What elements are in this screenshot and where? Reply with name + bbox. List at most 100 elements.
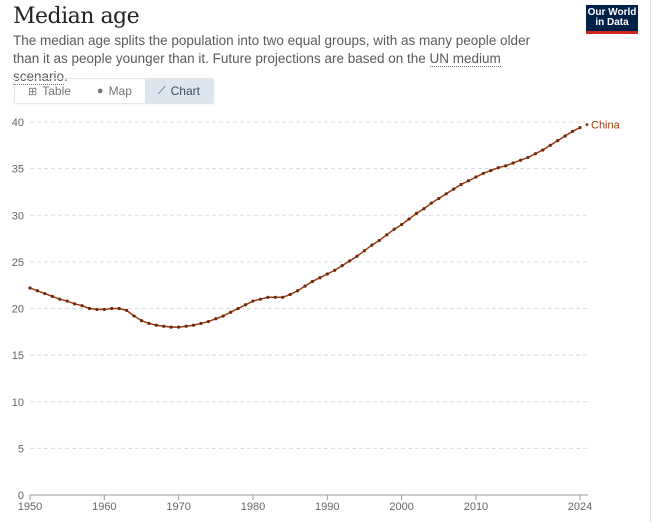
data-point xyxy=(541,148,545,152)
x-tick-label: 1950 xyxy=(18,501,42,513)
data-point xyxy=(556,139,560,143)
data-point xyxy=(429,201,433,205)
data-point xyxy=(325,272,329,276)
data-point xyxy=(437,196,441,201)
data-point xyxy=(474,175,478,179)
y-tick-label: 0 xyxy=(18,490,24,502)
data-point xyxy=(65,299,69,303)
data-point xyxy=(444,192,448,196)
tab-chart[interactable]: ⟋ Chart xyxy=(144,79,213,103)
data-point xyxy=(184,324,188,328)
data-point xyxy=(347,259,352,263)
tab-label: Chart xyxy=(170,84,200,98)
data-point xyxy=(273,295,277,299)
data-point xyxy=(80,304,84,308)
x-tick-label: 1990 xyxy=(315,501,339,513)
line-chart-icon: ⟋ xyxy=(157,84,166,97)
data-point xyxy=(422,207,426,211)
data-point xyxy=(548,143,552,147)
legend-marker xyxy=(585,123,589,127)
data-point xyxy=(385,233,389,237)
tab-label: Map xyxy=(108,84,132,98)
data-point xyxy=(504,164,508,168)
data-point xyxy=(318,276,322,280)
data-point xyxy=(162,324,166,328)
series-line-china xyxy=(29,126,581,328)
x-tick-label: 2010 xyxy=(464,501,488,513)
x-tick-label: 2000 xyxy=(389,501,413,513)
tab-table[interactable]: ⊞ Table xyxy=(15,79,84,103)
data-point xyxy=(496,166,500,170)
data-point xyxy=(154,323,158,327)
data-point xyxy=(392,227,396,231)
data-point xyxy=(466,179,471,183)
x-tick-label: 2024 xyxy=(568,501,592,513)
data-point xyxy=(191,323,196,327)
y-tick-label: 40 xyxy=(12,117,24,129)
data-point xyxy=(377,238,381,243)
data-point xyxy=(266,295,270,299)
y-tick-label: 10 xyxy=(12,397,24,409)
data-point xyxy=(139,319,144,323)
data-point xyxy=(578,125,582,130)
data-point xyxy=(125,308,129,312)
data-point xyxy=(58,297,62,301)
data-point xyxy=(511,161,515,165)
data-point xyxy=(229,310,233,314)
chart-subtitle: The median age splits the population int… xyxy=(13,32,553,86)
data-point xyxy=(489,168,493,173)
x-tick-label: 1960 xyxy=(92,501,116,513)
tab-label: Table xyxy=(42,84,71,98)
data-point xyxy=(414,211,419,215)
data-point xyxy=(50,294,54,298)
series-label: China xyxy=(591,120,621,132)
data-point xyxy=(288,292,292,297)
data-point xyxy=(310,279,315,284)
data-point xyxy=(87,306,92,311)
data-point xyxy=(169,325,173,329)
data-point xyxy=(251,299,255,303)
data-point xyxy=(533,152,538,156)
data-point xyxy=(355,254,359,258)
tab-map[interactable]: ● Map xyxy=(84,79,145,103)
un-scenario-link[interactable]: UN medium scenario xyxy=(13,51,501,85)
owid-logo[interactable]: Our World in Data xyxy=(586,5,638,34)
data-point xyxy=(407,217,411,221)
globe-icon: ● xyxy=(96,85,104,97)
data-point xyxy=(206,319,210,324)
page-title: Median age xyxy=(13,4,140,29)
data-point xyxy=(340,264,344,268)
data-point xyxy=(333,268,337,272)
data-point xyxy=(518,158,523,162)
x-tick-label: 1970 xyxy=(166,501,190,513)
logo-text: Our World in Data xyxy=(587,7,637,28)
data-point xyxy=(370,243,374,247)
data-point xyxy=(199,321,203,326)
data-point xyxy=(221,314,225,318)
y-tick-label: 5 xyxy=(18,443,24,455)
data-point xyxy=(35,289,40,293)
data-point xyxy=(481,171,485,175)
data-point xyxy=(258,297,263,301)
y-tick-label: 20 xyxy=(12,304,24,316)
data-point xyxy=(362,249,367,253)
data-point xyxy=(526,155,530,160)
data-point xyxy=(236,306,240,311)
data-point xyxy=(570,129,575,133)
subtitle-text: The median age splits the population int… xyxy=(13,33,531,66)
y-tick-label: 15 xyxy=(12,350,24,362)
data-point xyxy=(132,314,136,318)
y-tick-label: 30 xyxy=(12,210,24,222)
x-tick-label: 1980 xyxy=(241,501,265,513)
data-point xyxy=(177,325,181,329)
data-point xyxy=(243,303,248,307)
data-point xyxy=(563,134,567,138)
data-point xyxy=(102,307,106,312)
data-point xyxy=(459,182,463,187)
y-tick-label: 35 xyxy=(12,164,24,176)
view-tabs: ⊞ Table ● Map ⟋ Chart xyxy=(14,78,214,104)
data-point xyxy=(303,284,307,288)
data-point xyxy=(147,321,151,326)
